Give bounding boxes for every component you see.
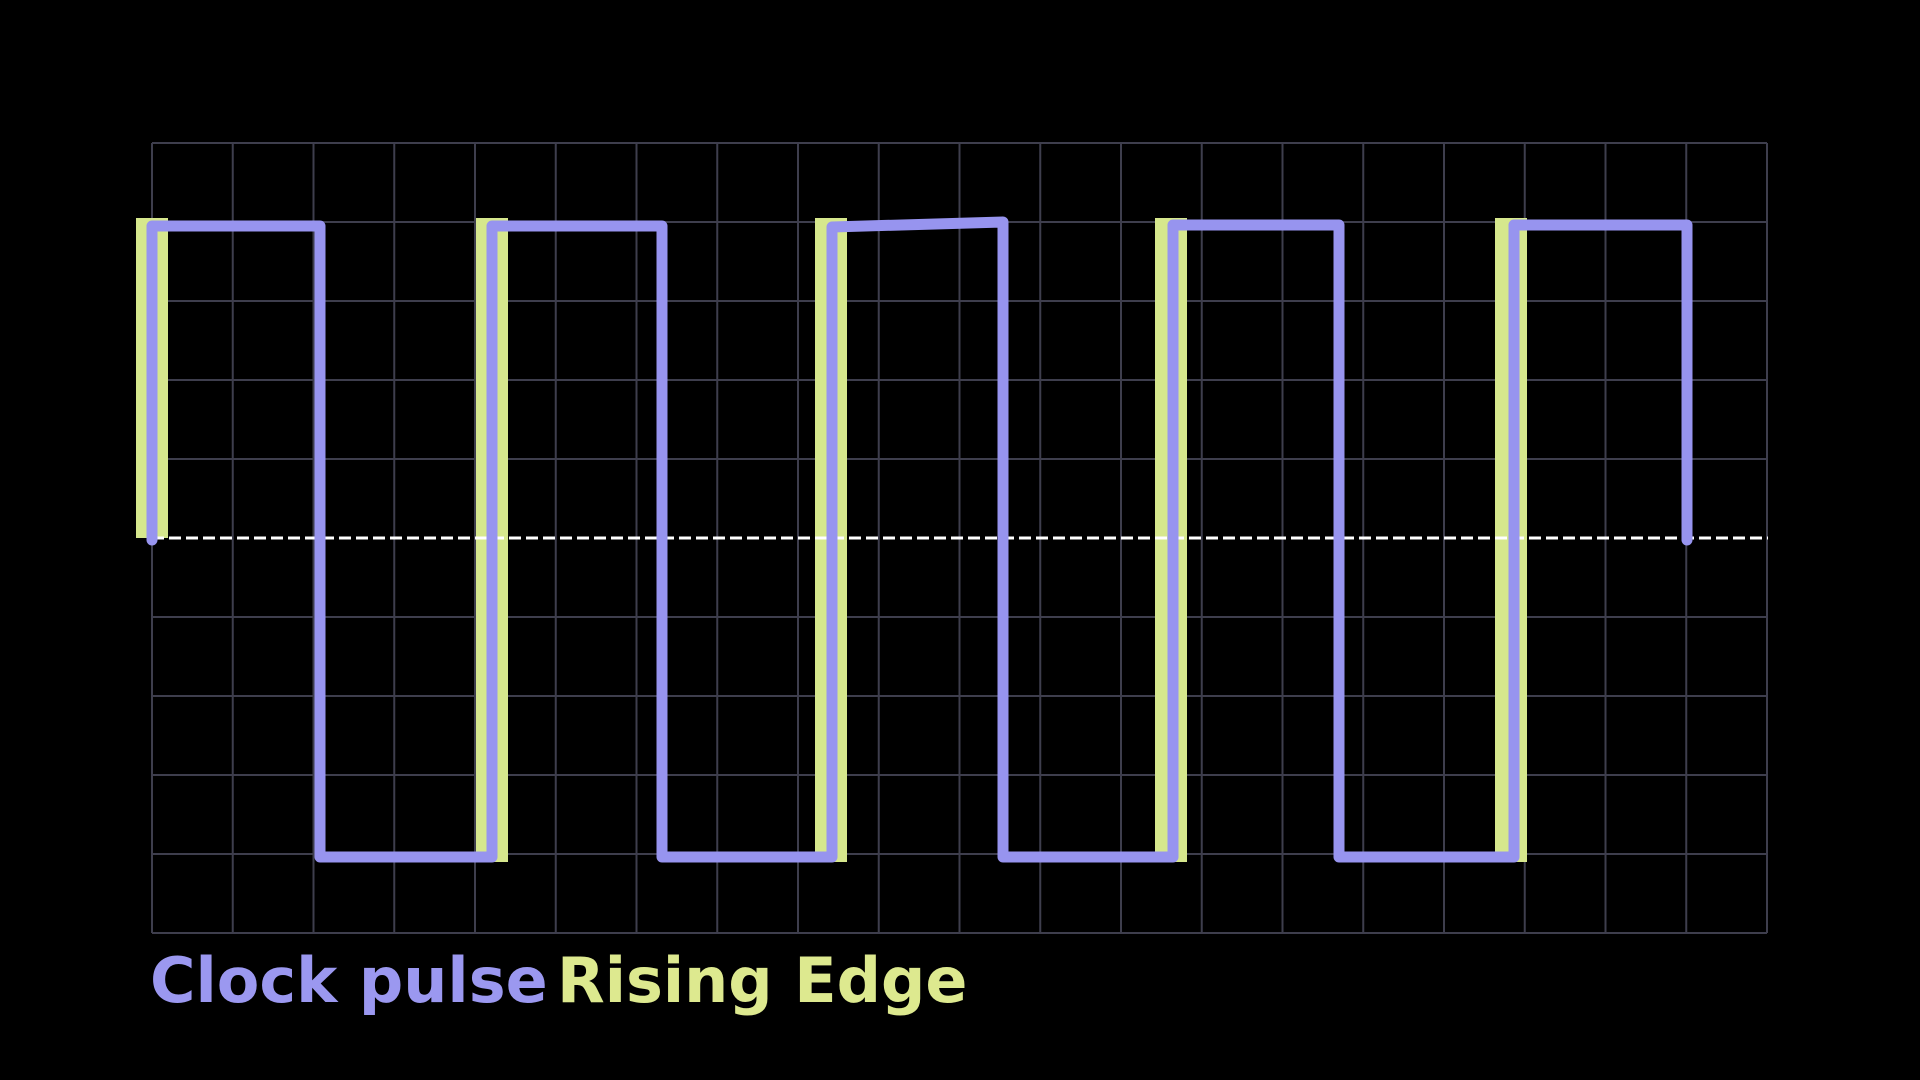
legend-clock-pulse-label: Clock pulse bbox=[150, 944, 548, 1017]
legend-rising-edge-label: Rising Edge bbox=[557, 944, 968, 1017]
clock-pulse-trace bbox=[146, 216, 1693, 863]
